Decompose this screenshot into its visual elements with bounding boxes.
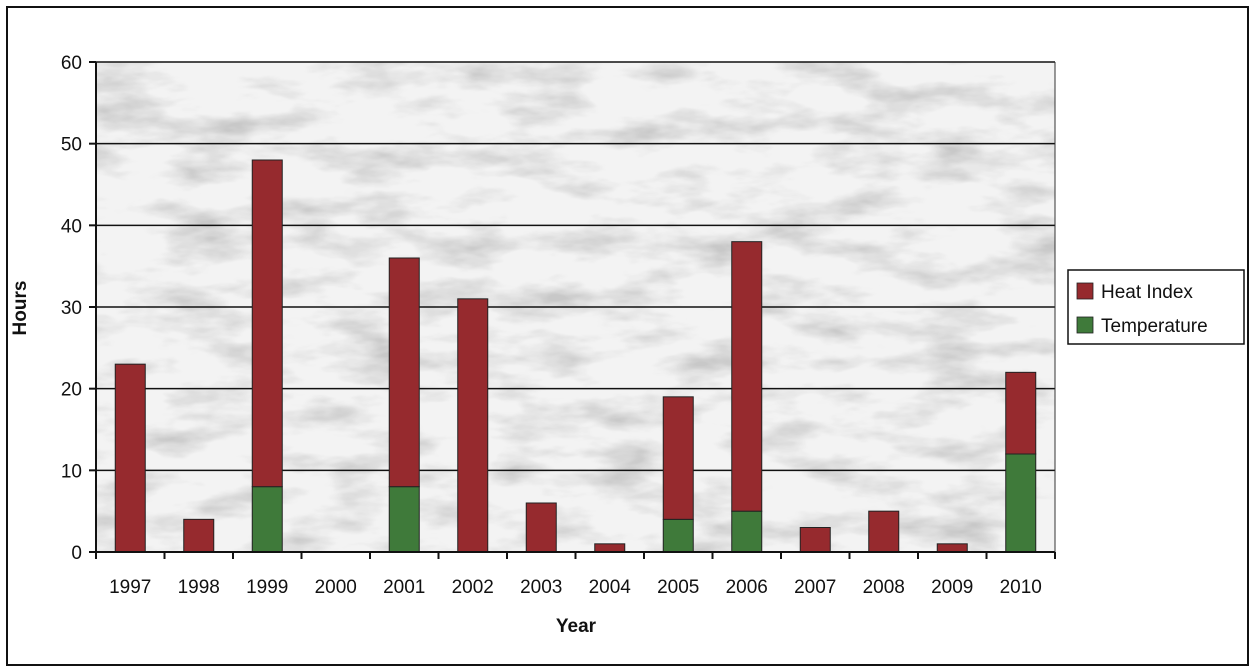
legend-label: Heat Index bbox=[1101, 282, 1193, 303]
x-axis-title: Year bbox=[556, 616, 597, 637]
y-tick-label: 30 bbox=[61, 298, 82, 319]
bar-heat-index-2006 bbox=[731, 241, 763, 512]
x-tick-label: 2006 bbox=[726, 577, 768, 598]
bar-heat-index-2008 bbox=[868, 510, 900, 553]
x-tick-label: 2007 bbox=[794, 577, 836, 598]
legend-box bbox=[1067, 269, 1245, 345]
x-tick-label: 1997 bbox=[109, 577, 151, 598]
y-tick-label: 10 bbox=[61, 461, 82, 482]
bar-temperature-2010 bbox=[1005, 453, 1037, 553]
bar-temperature-2005 bbox=[662, 518, 694, 553]
x-tick-label: 2001 bbox=[383, 577, 425, 598]
bar-heat-index-1999 bbox=[251, 159, 283, 488]
y-tick-label: 0 bbox=[71, 543, 82, 564]
bar-heat-index-2005 bbox=[662, 396, 694, 520]
x-tick-label: 2009 bbox=[931, 577, 973, 598]
bar-heat-index-1998 bbox=[183, 518, 215, 553]
x-tick-label: 2003 bbox=[520, 577, 562, 598]
x-tick-label: 2008 bbox=[863, 577, 905, 598]
legend: Heat Index Temperature bbox=[1067, 269, 1245, 345]
x-tick-label: 1998 bbox=[178, 577, 220, 598]
y-tick-labels: 0 10 20 30 40 50 60 bbox=[61, 53, 82, 564]
y-tick-label: 60 bbox=[61, 53, 82, 74]
legend-swatch bbox=[1076, 282, 1094, 300]
axes bbox=[89, 61, 1056, 559]
bar-heat-index-2003 bbox=[525, 502, 557, 553]
bar-heat-index-2007 bbox=[799, 527, 831, 553]
bar-heat-index-2010 bbox=[1005, 371, 1037, 455]
y-tick-label: 50 bbox=[61, 135, 82, 156]
legend-swatch bbox=[1076, 316, 1094, 334]
bar-heat-index-1997 bbox=[114, 363, 146, 553]
legend-label: Temperature bbox=[1101, 316, 1208, 337]
x-tick-label: 2005 bbox=[657, 577, 699, 598]
x-tick-label: 2002 bbox=[452, 577, 494, 598]
bar-heat-index-2001 bbox=[388, 257, 420, 488]
bars bbox=[114, 159, 1037, 553]
bar-heat-index-2002 bbox=[457, 298, 489, 553]
x-tick-label: 1999 bbox=[246, 577, 288, 598]
bar-temperature-1999 bbox=[251, 486, 283, 553]
x-tick-label: 2000 bbox=[315, 577, 357, 598]
bar-temperature-2001 bbox=[388, 486, 420, 553]
bar-heat-index-2009 bbox=[936, 543, 968, 553]
x-tick-label: 2004 bbox=[589, 577, 632, 598]
y-tick-label: 20 bbox=[61, 380, 82, 401]
stacked-bar-chart: 0 10 20 30 40 50 60 1997 1998 1999 2000 2001 2002 20… bbox=[10, 53, 1245, 637]
x-tick-labels: 1997 1998 1999 2000 2001 2002 2003 2004 2005 2006… bbox=[109, 577, 1042, 598]
y-axis-title: Hours bbox=[10, 281, 31, 336]
y-tick-label: 40 bbox=[61, 216, 82, 237]
x-tick-label: 2010 bbox=[1000, 577, 1042, 598]
bar-heat-index-2004 bbox=[594, 543, 626, 553]
bar-temperature-2006 bbox=[731, 510, 763, 553]
